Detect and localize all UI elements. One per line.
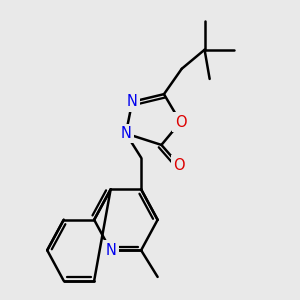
- Text: N: N: [127, 94, 138, 109]
- Text: O: O: [175, 115, 186, 130]
- Text: N: N: [120, 126, 131, 141]
- Text: O: O: [173, 158, 185, 173]
- Text: N: N: [105, 243, 116, 258]
